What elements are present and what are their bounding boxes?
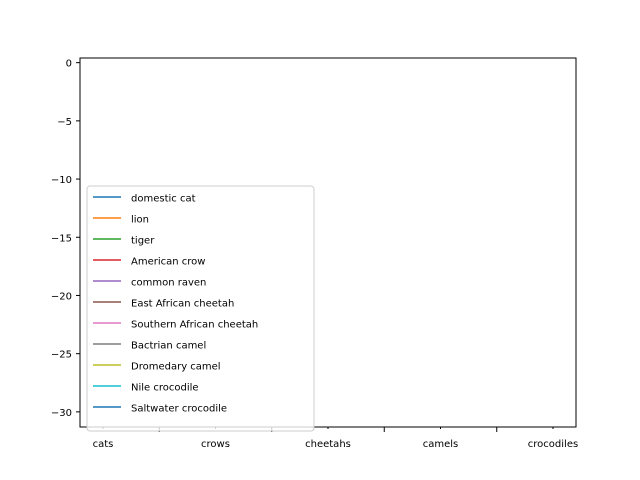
x-group-label: camels: [423, 439, 459, 450]
x-group-label: crocodiles: [528, 439, 578, 450]
y-tick-label: −10: [51, 175, 72, 186]
legend-label: Bactrian camel: [131, 341, 206, 352]
legend-label: East African cheetah: [131, 299, 234, 310]
legend-label: American crow: [131, 257, 205, 268]
y-tick-label: −15: [51, 233, 72, 244]
x-group-label: crows: [201, 439, 230, 450]
legend-box: [86, 185, 315, 432]
legend-label: Southern African cheetah: [131, 320, 258, 331]
x-group-label: cheetahs: [305, 439, 351, 450]
legend-label: common raven: [131, 278, 206, 289]
legend-label: lion: [131, 215, 149, 226]
y-tick-label: −20: [51, 291, 72, 302]
legend-label: domestic cat: [131, 194, 196, 205]
legend-label: Dromedary camel: [131, 362, 221, 373]
y-tick-label: −5: [57, 117, 72, 128]
legend-label: Nile crocodile: [131, 383, 199, 394]
legend-label: Saltwater crocodile: [131, 404, 227, 415]
y-tick-label: −25: [51, 350, 72, 361]
y-axis: 0 −5 −10 −15 −20 −25 −30: [51, 59, 80, 419]
legend-label: tiger: [131, 236, 155, 247]
axes-frame: [79, 57, 577, 428]
legend: domestic cat lion tiger American crow common…: [86, 185, 315, 432]
x-group-label: cats: [93, 439, 114, 450]
y-tick-label: 0: [66, 59, 72, 70]
y-tick-label: −30: [51, 408, 72, 419]
